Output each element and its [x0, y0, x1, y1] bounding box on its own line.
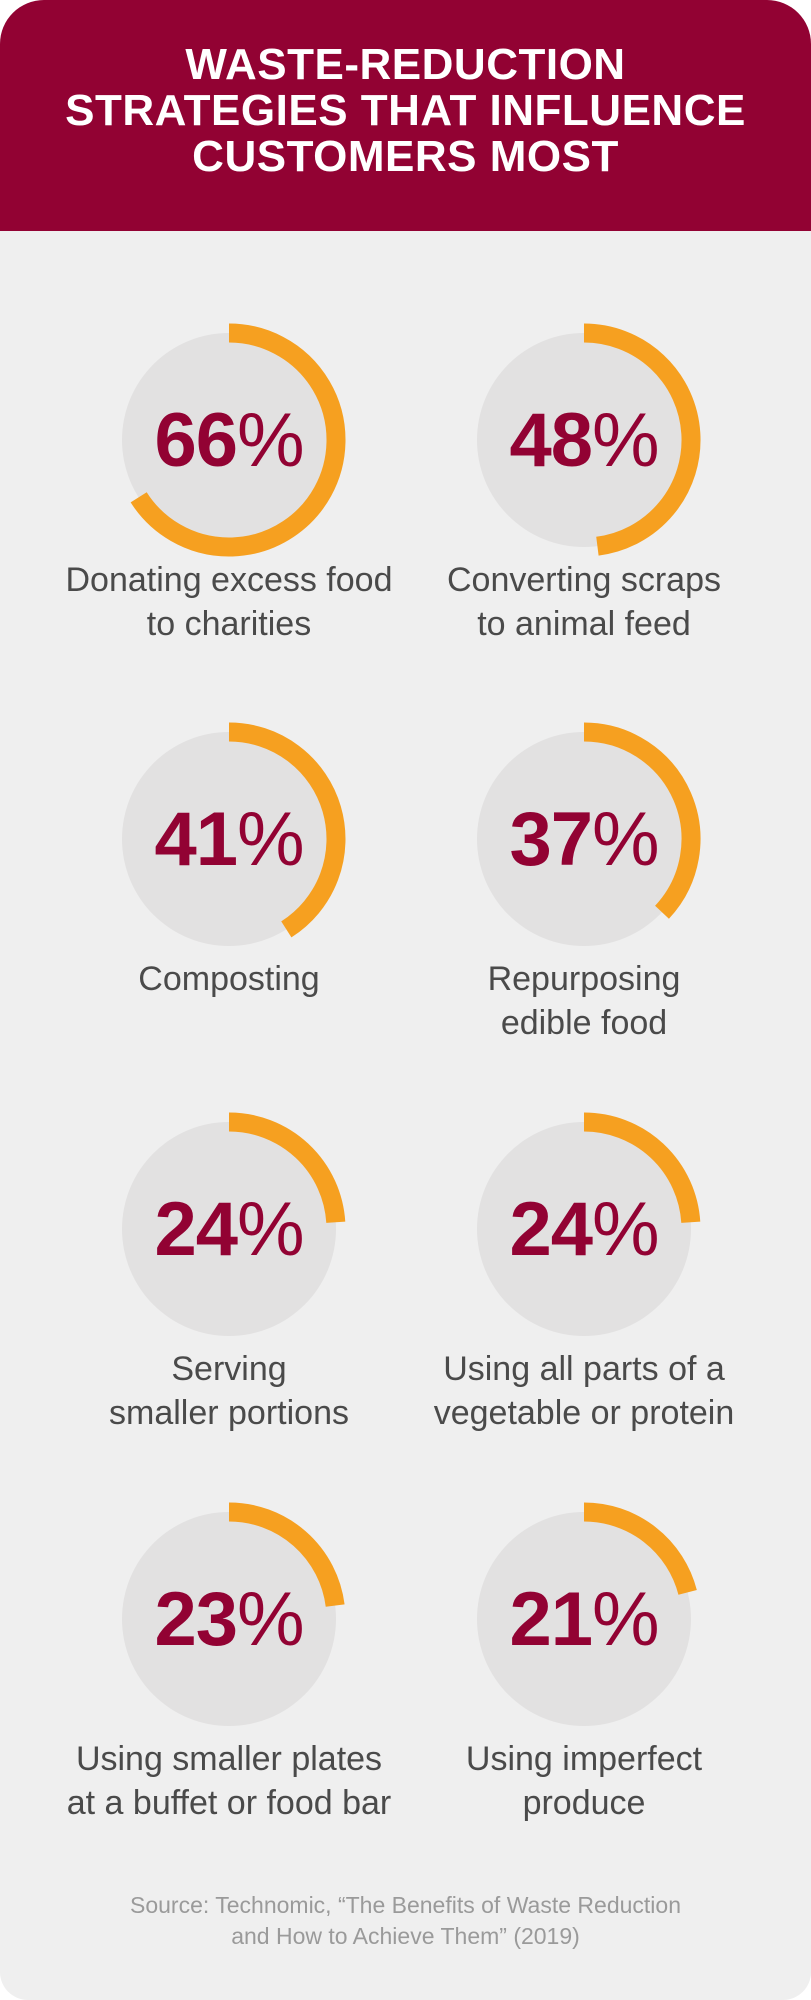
title-line: WASTE-REDUCTION [185, 40, 626, 89]
donut-base-circle [122, 333, 336, 547]
stat-label-line: edible food [500, 1004, 668, 1042]
title-line: STRATEGIES THAT INFLUENCE [65, 86, 746, 135]
donut-ring [79, 1469, 379, 1769]
stat-label-line: smaller portions [109, 1394, 349, 1432]
donut-base-circle [477, 1512, 691, 1726]
percent-sign: % [591, 397, 660, 483]
header-banner: WASTE-REDUCTION STRATEGIES THAT INFLUENC… [0, 0, 811, 231]
donut-svg [477, 1112, 701, 1336]
donut-base-circle [477, 1122, 691, 1336]
stat-item: 21% Using imperfect produce [394, 1469, 774, 1829]
stat-number: 37 [509, 796, 593, 882]
stat-item: 24% Serving smaller portions [39, 1079, 419, 1439]
percent-sign: % [236, 796, 305, 882]
stat-label: Donating excess food to charities [39, 558, 419, 646]
stat-number: 21 [509, 1576, 593, 1662]
donut-arc [583, 722, 701, 919]
stat-item: 37% Repurposing edible food [394, 689, 774, 1049]
percent-sign: % [236, 1576, 305, 1662]
stat-item: 24% Using all parts of a vegetable or prot… [394, 1079, 774, 1439]
stat-label-line: Using imperfect [465, 1740, 703, 1778]
stat-value: 23% [79, 1469, 379, 1769]
percent-sign: % [591, 796, 660, 882]
stat-number: 23 [154, 1576, 238, 1662]
stat-item: 23% Using smaller plates at a buffet or fo… [39, 1469, 419, 1829]
donut-ring [434, 689, 734, 989]
stat-label: Using all parts of a vegetable or protein [394, 1347, 774, 1435]
donut-svg [122, 323, 346, 557]
stat-label: Using smaller plates at a buffet or food … [39, 1737, 419, 1825]
stat-label: Repurposing edible food [394, 957, 774, 1045]
donut-arc [583, 323, 701, 556]
source-note: Source: Technomic, “The Benefits of Wast… [0, 1890, 811, 1952]
donut-ring [79, 290, 379, 590]
stat-label: Converting scraps to animal feed [394, 558, 774, 646]
stat-label-line: Composting [138, 960, 320, 998]
donut-base-circle [477, 333, 691, 547]
donut-arc [228, 722, 346, 938]
donut-svg [122, 722, 346, 946]
percent-sign: % [591, 1576, 660, 1662]
stat-value: 21% [434, 1469, 734, 1769]
donut-svg [477, 323, 701, 556]
donut-base-circle [122, 1122, 336, 1336]
donut-ring [79, 689, 379, 989]
donut-svg [122, 1502, 345, 1726]
stat-item: 41% Composting [39, 689, 419, 1049]
donut-arc [583, 1502, 697, 1595]
donut-ring [434, 1469, 734, 1769]
stat-item: 48% Converting scraps to animal feed [394, 290, 774, 650]
stat-value: 41% [79, 689, 379, 989]
stat-label-line: Using smaller plates [75, 1740, 383, 1778]
donut-arc [228, 1112, 346, 1224]
stat-number: 48 [509, 397, 593, 483]
stat-label: Serving smaller portions [39, 1347, 419, 1435]
donut-svg [122, 1112, 346, 1336]
donut-base-circle [477, 732, 691, 946]
donut-base-circle [122, 1512, 336, 1726]
stat-value: 37% [434, 689, 734, 989]
donut-ring [434, 290, 734, 590]
stat-label-line: vegetable or protein [433, 1394, 735, 1432]
stat-number: 66 [154, 397, 238, 483]
source-line: and How to Achieve Them” (2019) [231, 1923, 580, 1949]
stat-value: 66% [79, 290, 379, 590]
percent-sign: % [236, 397, 305, 483]
stat-label-line: Converting scraps [446, 561, 721, 599]
stat-label-line: Serving [171, 1350, 287, 1388]
stat-label-line: to charities [146, 605, 312, 643]
title-line: CUSTOMERS MOST [192, 132, 619, 181]
stat-label-line: Using all parts of a [443, 1350, 725, 1388]
stat-label-line: to animal feed [477, 605, 691, 643]
stat-number: 41 [154, 796, 238, 882]
donut-ring [434, 1079, 734, 1379]
stat-item: 66% Donating excess food to charities [39, 290, 419, 650]
stat-label-line: at a buffet or food bar [66, 1784, 392, 1822]
stat-label-line: Repurposing [487, 960, 681, 998]
donut-base-circle [122, 732, 336, 946]
stat-value: 24% [79, 1079, 379, 1379]
stat-label-line: produce [522, 1784, 646, 1822]
stat-value: 48% [434, 290, 734, 590]
stat-label-line: Donating excess food [65, 561, 393, 599]
stat-number: 24 [509, 1186, 593, 1272]
donut-ring [79, 1079, 379, 1379]
source-line: Source: Technomic, “The Benefits of Wast… [130, 1892, 681, 1918]
stat-label: Composting [39, 957, 419, 1001]
donut-arc [583, 1112, 701, 1224]
donut-svg [477, 1502, 697, 1726]
stat-label: Using imperfect produce [394, 1737, 774, 1825]
donut-svg [477, 722, 701, 946]
stat-value: 24% [434, 1079, 734, 1379]
percent-sign: % [591, 1186, 660, 1272]
donut-arc [130, 323, 346, 557]
page-title: WASTE-REDUCTION STRATEGIES THAT INFLUENC… [0, 42, 811, 180]
percent-sign: % [236, 1186, 305, 1272]
donut-arc [228, 1502, 345, 1608]
stat-number: 24 [154, 1186, 238, 1272]
